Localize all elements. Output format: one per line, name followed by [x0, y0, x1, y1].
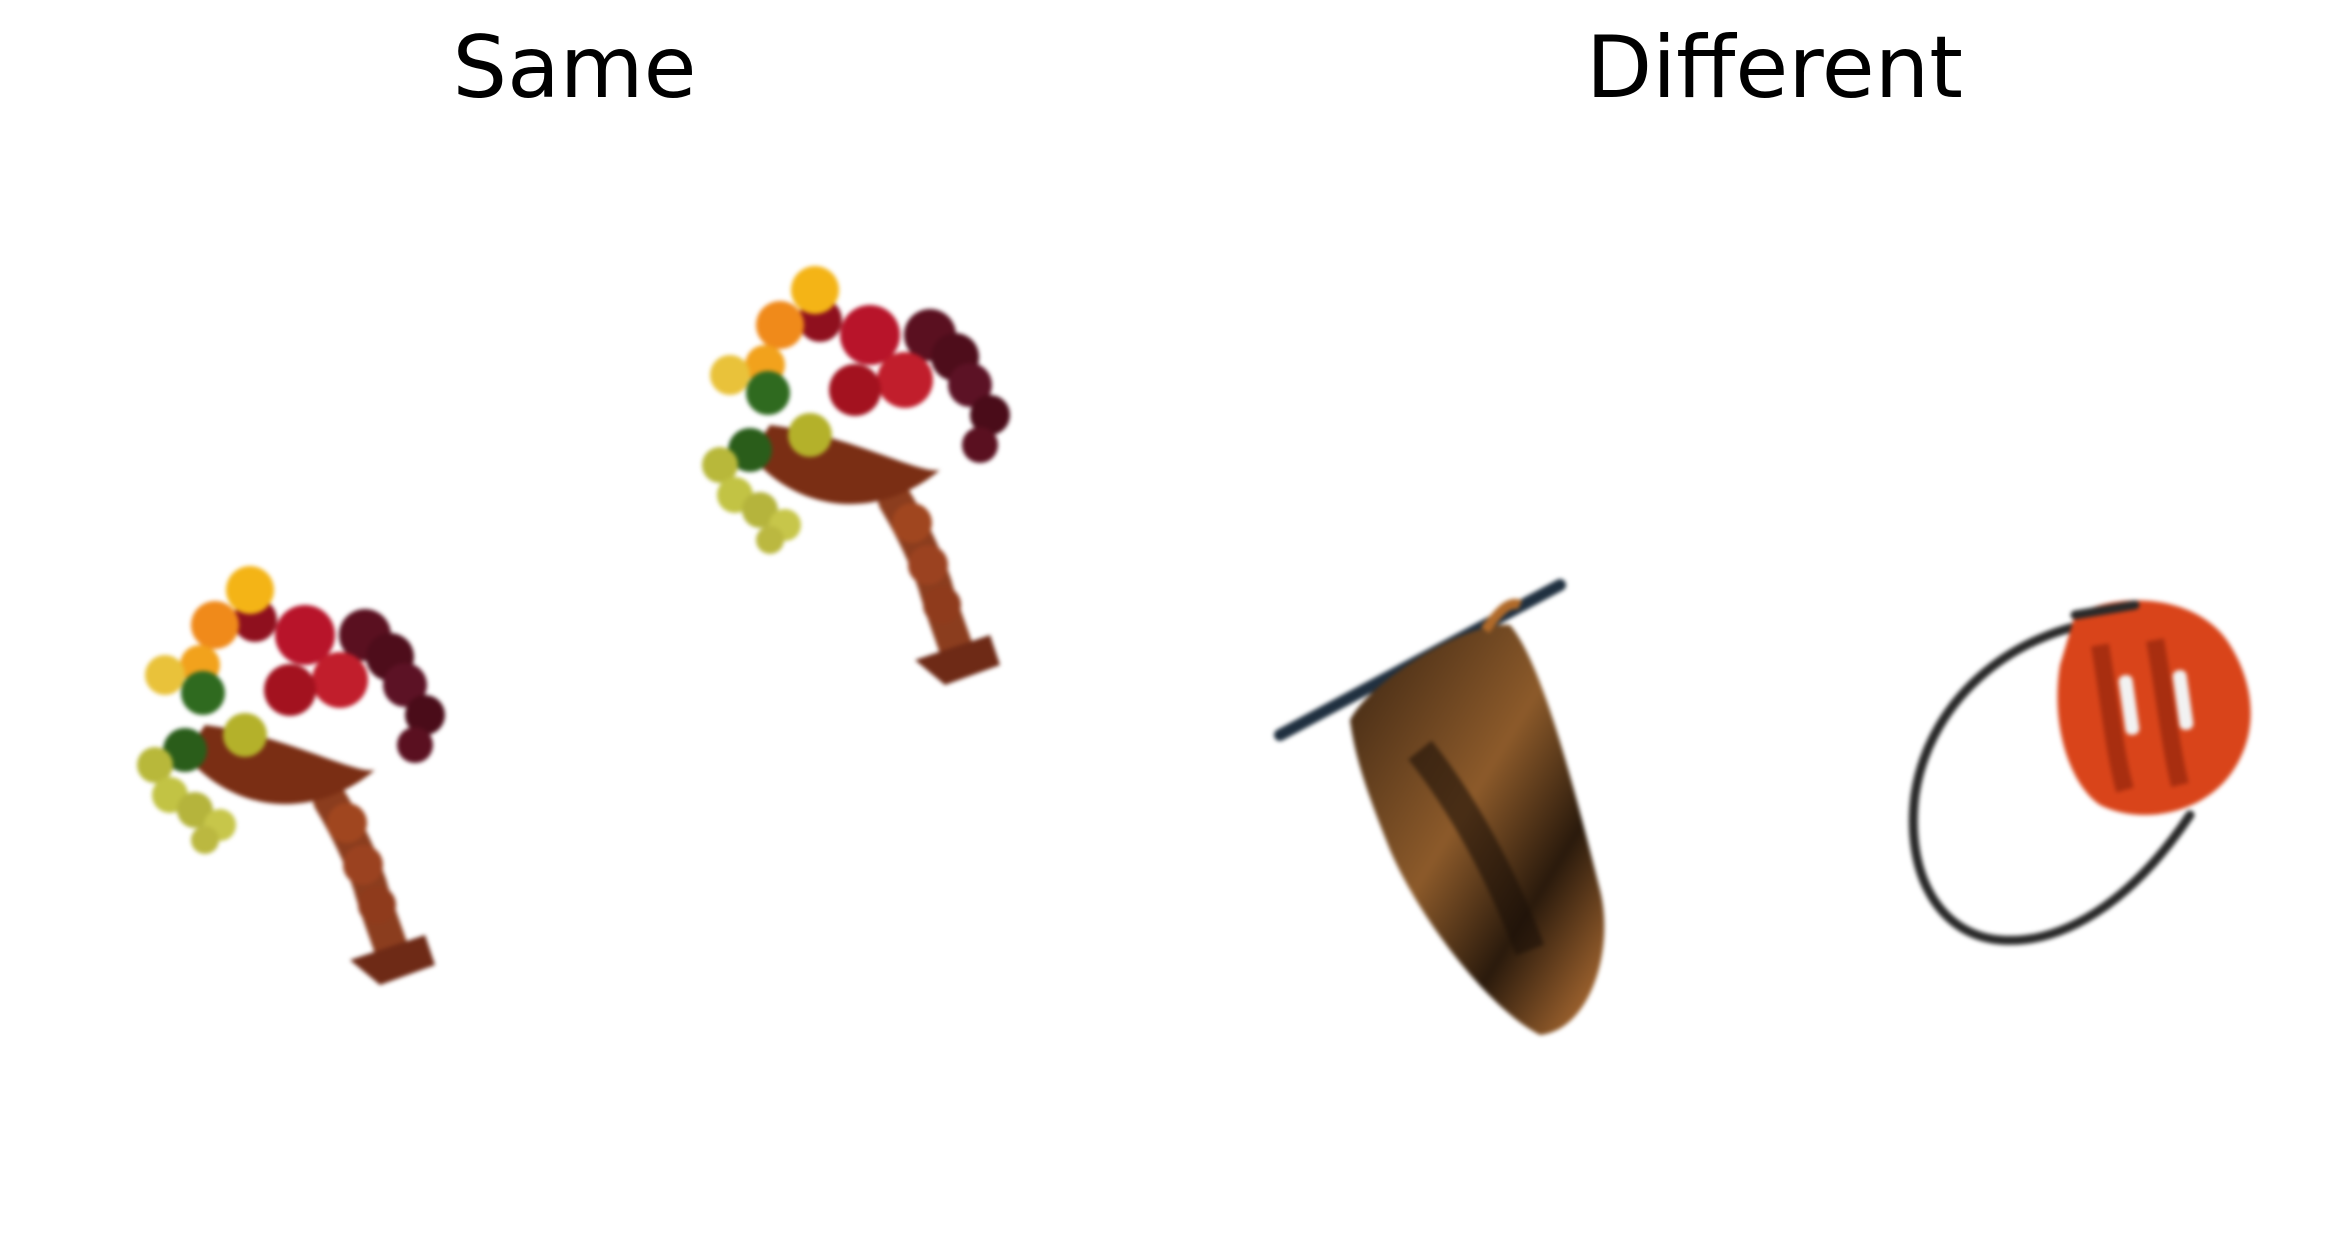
harness-icon: [1908, 600, 2251, 945]
hat-icon: [1274, 579, 1605, 1035]
different-panel: Different: [1170, 0, 2339, 1255]
different-title: Different: [1586, 18, 1963, 118]
same-title: Same: [452, 18, 697, 118]
same-panel: Same: [0, 0, 1169, 1255]
fruit-bowl-icon: [690, 265, 1070, 705]
fruit-bowl-icon: [125, 565, 505, 1005]
